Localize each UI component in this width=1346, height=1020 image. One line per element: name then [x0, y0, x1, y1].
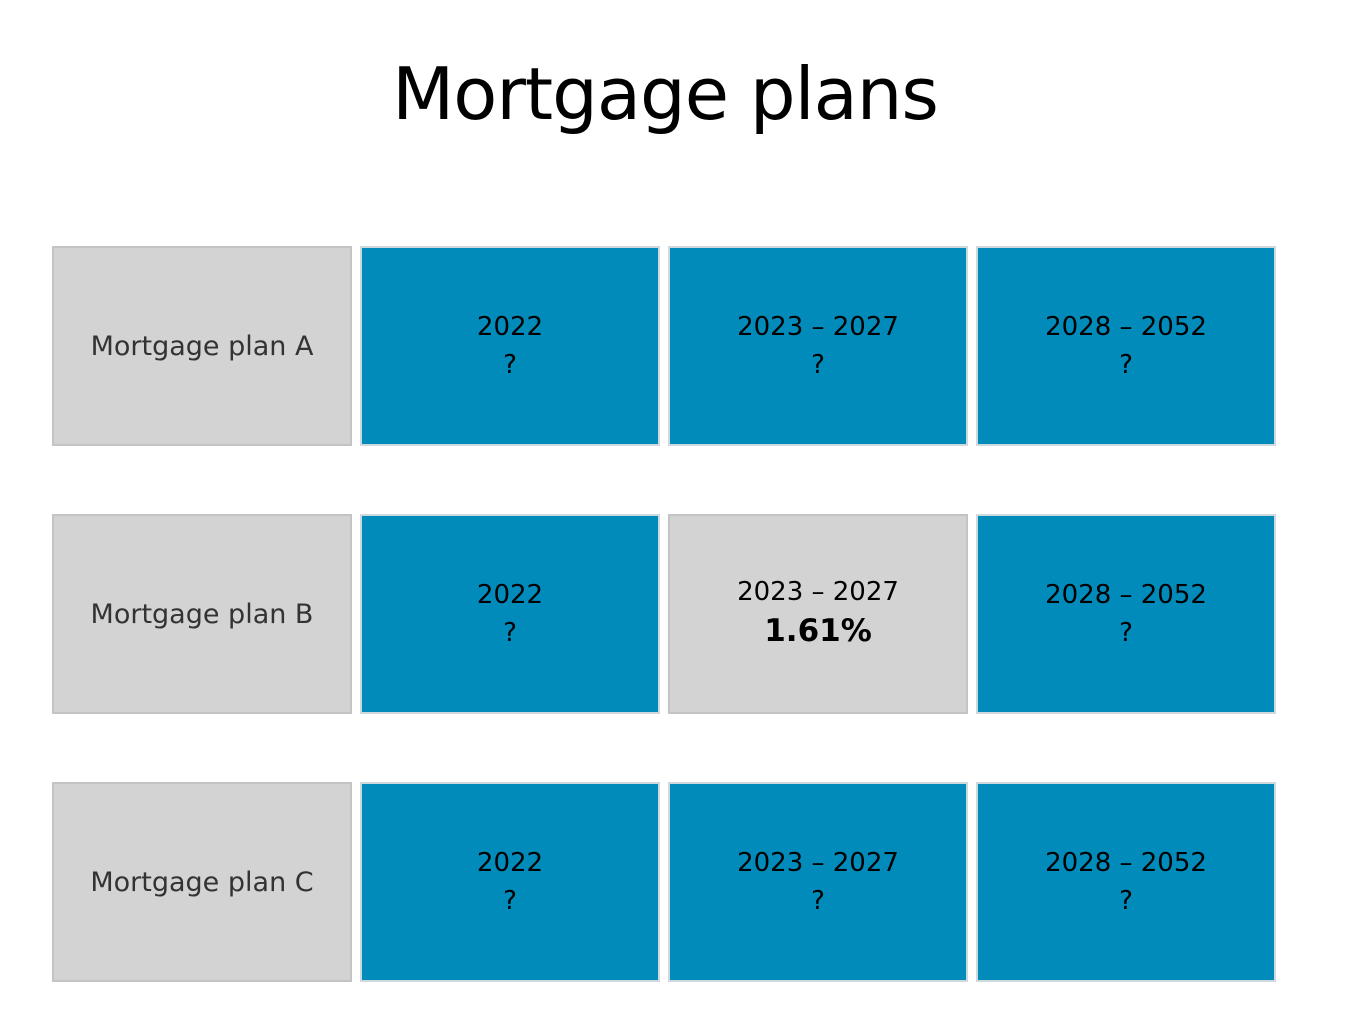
- rate-tile-2022[interactable]: 2022 ?: [360, 514, 660, 714]
- rate-value: ?: [811, 350, 825, 380]
- rate-tile-2022[interactable]: 2022 ?: [360, 246, 660, 446]
- rate-tile-2022[interactable]: 2022 ?: [360, 782, 660, 982]
- page-title: Mortgage plans: [392, 52, 939, 136]
- plan-label: Mortgage plan C: [90, 866, 314, 898]
- period-label: 2022: [476, 580, 544, 610]
- rate-tile-2028-2052[interactable]: 2028 – 2052 ?: [976, 782, 1276, 982]
- plan-label-cell: Mortgage plan C: [52, 782, 352, 982]
- plan-row-a: Mortgage plan A 2022 ? 2023 – 2027 ? 202…: [52, 246, 1278, 446]
- rate-tile-2028-2052[interactable]: 2028 – 2052 ?: [976, 514, 1276, 714]
- rate-tile-2028-2052[interactable]: 2028 – 2052 ?: [976, 246, 1276, 446]
- period-label: 2023 – 2027: [737, 577, 899, 607]
- plan-row-c: Mortgage plan C 2022 ? 2023 – 2027 ? 202…: [52, 782, 1278, 982]
- rate-value: ?: [503, 886, 517, 916]
- rate-value: ?: [503, 618, 517, 648]
- period-label: 2028 – 2052: [1045, 848, 1207, 878]
- period-label: 2028 – 2052: [1045, 580, 1207, 610]
- plan-label: Mortgage plan B: [90, 598, 314, 630]
- plan-label-cell: Mortgage plan A: [52, 246, 352, 446]
- period-label: 2022: [476, 312, 544, 342]
- rate-value: ?: [1119, 350, 1133, 380]
- plan-row-b: Mortgage plan B 2022 ? 2023 – 2027 1.61%…: [52, 514, 1278, 714]
- plan-label: Mortgage plan A: [90, 330, 314, 362]
- plan-label-cell: Mortgage plan B: [52, 514, 352, 714]
- rate-value: ?: [811, 886, 825, 916]
- rate-value: ?: [1119, 618, 1133, 648]
- period-label: 2028 – 2052: [1045, 312, 1207, 342]
- rate-tile-2023-2027[interactable]: 2023 – 2027 ?: [668, 782, 968, 982]
- period-label: 2022: [476, 848, 544, 878]
- rate-value: ?: [1119, 886, 1133, 916]
- rate-tile-2023-2027-revealed[interactable]: 2023 – 2027 1.61%: [668, 514, 968, 714]
- rate-tile-2023-2027[interactable]: 2023 – 2027 ?: [668, 246, 968, 446]
- rate-value: ?: [503, 350, 517, 380]
- period-label: 2023 – 2027: [737, 312, 899, 342]
- period-label: 2023 – 2027: [737, 848, 899, 878]
- rate-value: 1.61%: [764, 613, 872, 649]
